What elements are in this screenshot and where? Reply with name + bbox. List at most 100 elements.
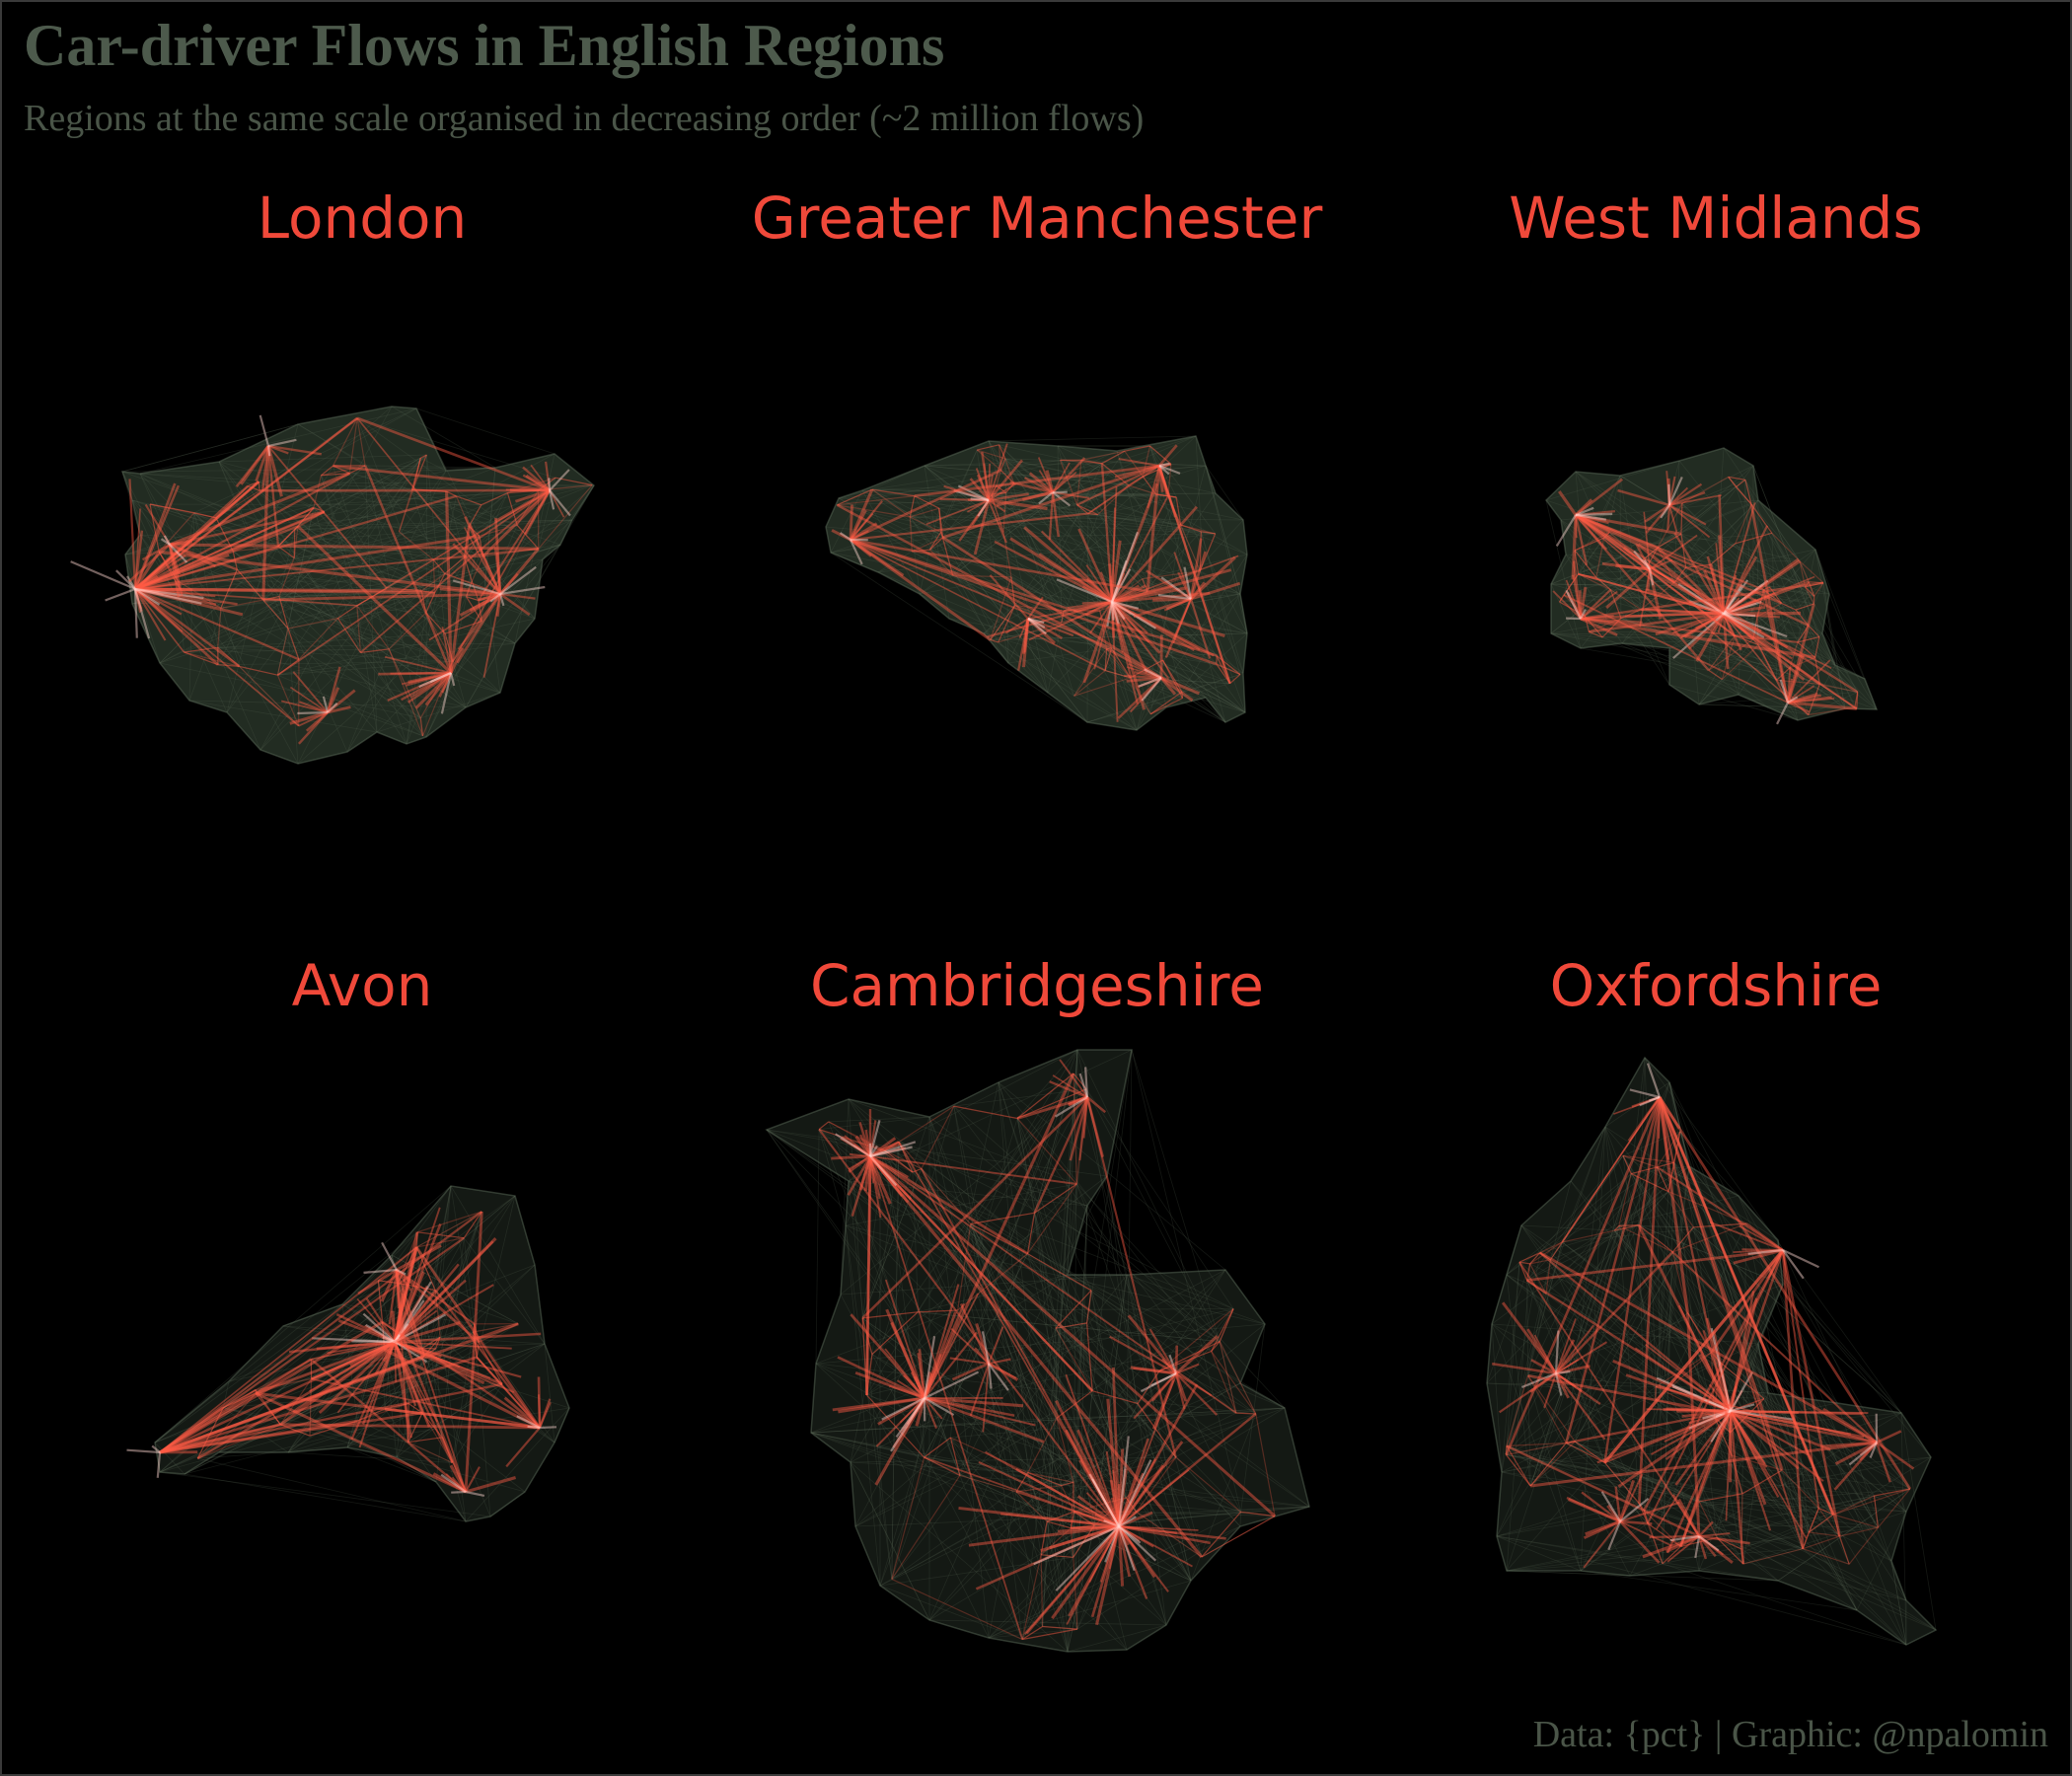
flow-line (810, 1432, 1062, 1487)
flow-line (134, 535, 197, 590)
flow-line (445, 621, 482, 634)
flow-line (1527, 1081, 1670, 1376)
flow-line (949, 1437, 961, 1476)
flow-line (990, 639, 999, 643)
flow-line (1621, 465, 1754, 644)
flow-line (395, 1269, 406, 1339)
flow-line (1680, 533, 1801, 562)
flow-line (309, 1378, 313, 1437)
flow-line (341, 1303, 503, 1385)
flow-line (1021, 1554, 1042, 1640)
flow-line (1575, 513, 1810, 627)
flow-line (924, 1456, 961, 1476)
flow-line (419, 717, 424, 736)
flow-line (999, 444, 1217, 494)
flow-line (1158, 465, 1170, 476)
flow-line (1010, 576, 1074, 697)
flow-line (1160, 676, 1200, 696)
flow-line (1016, 1118, 1077, 1185)
flow-line (949, 1357, 990, 1366)
flow-line (1752, 616, 1758, 640)
flow-line (473, 1331, 480, 1343)
flow-line (1566, 591, 1583, 620)
flow-line (1189, 598, 1212, 659)
flow-line (444, 556, 465, 574)
flow-line (134, 508, 141, 590)
flow-line (1813, 582, 1824, 597)
flow-line (1734, 586, 1806, 636)
flow-line (869, 1147, 907, 1157)
flow-line (1618, 1173, 1632, 1226)
flow-line (850, 538, 1218, 657)
flow-line (1550, 632, 1858, 693)
flow-line (1752, 465, 1820, 637)
flow-line (1639, 568, 1651, 628)
flow-line (1667, 476, 1676, 506)
flow-line (516, 524, 540, 550)
flow-line (1662, 1162, 1675, 1564)
flow-line (924, 1397, 955, 1417)
flow-line (1111, 601, 1156, 629)
flow-line (1642, 1534, 1700, 1559)
flow-line (1005, 492, 1063, 624)
flow-line (1671, 613, 1725, 634)
flow-line (1080, 460, 1248, 555)
flow-line (1657, 533, 1682, 549)
flow-line (837, 504, 1241, 595)
flow-line (134, 588, 219, 666)
flow-line (1550, 583, 1582, 649)
flow-line (425, 592, 436, 614)
flow-line (482, 544, 561, 557)
flow-line (1729, 1385, 1738, 1412)
flow-line (538, 1398, 552, 1429)
flow-line (1560, 519, 1710, 671)
flow-line (920, 1168, 1120, 1527)
flow-line (1655, 1352, 1712, 1387)
flow-line (1736, 479, 1746, 487)
flow-line (1574, 550, 1815, 658)
flow-line (1818, 683, 1858, 709)
flow-line (1641, 560, 1649, 566)
flow-line (105, 587, 136, 602)
flow-line (975, 1322, 991, 1365)
flow-line (1668, 486, 1689, 506)
flow-line (1808, 625, 1820, 637)
flow-line (1680, 534, 1687, 568)
flow-line (159, 1355, 425, 1454)
flow-line (1643, 1165, 1690, 1511)
flow-line (959, 1474, 1017, 1493)
flow-line (1014, 605, 1049, 694)
flow-line (494, 517, 502, 595)
flow-line (391, 1254, 423, 1349)
flow-line (349, 465, 366, 475)
flow-line (1533, 1334, 1557, 1374)
flow-line (1622, 1155, 1673, 1253)
flow-line (1530, 1359, 1557, 1375)
flow-line (1799, 560, 1810, 583)
flow-line (1643, 1510, 1664, 1564)
flow-line (940, 450, 1118, 533)
flow-line (891, 1049, 1078, 1580)
flow-line (391, 1310, 397, 1343)
flow-line (277, 507, 315, 676)
flow-line (311, 1357, 478, 1360)
flow-line (1506, 1274, 1731, 1434)
flow-line (341, 1303, 475, 1325)
flow-line (1618, 1224, 1694, 1228)
flow-line (1730, 1409, 1852, 1436)
flow-line (1574, 1441, 1605, 1463)
flow-line (154, 1303, 343, 1443)
flow-line (1673, 460, 1680, 583)
flow-line (393, 1341, 412, 1439)
flow-line (124, 490, 447, 555)
flow-line (1040, 1524, 1120, 1553)
flow-line (1574, 1441, 1649, 1524)
flow-line (1157, 465, 1170, 496)
flow-line (884, 1141, 900, 1151)
flow-line (1506, 1225, 1620, 1446)
flow-line (1625, 613, 1725, 618)
flow-line (149, 503, 160, 553)
flow-line (1643, 559, 1651, 570)
flow-line (1149, 445, 1226, 723)
